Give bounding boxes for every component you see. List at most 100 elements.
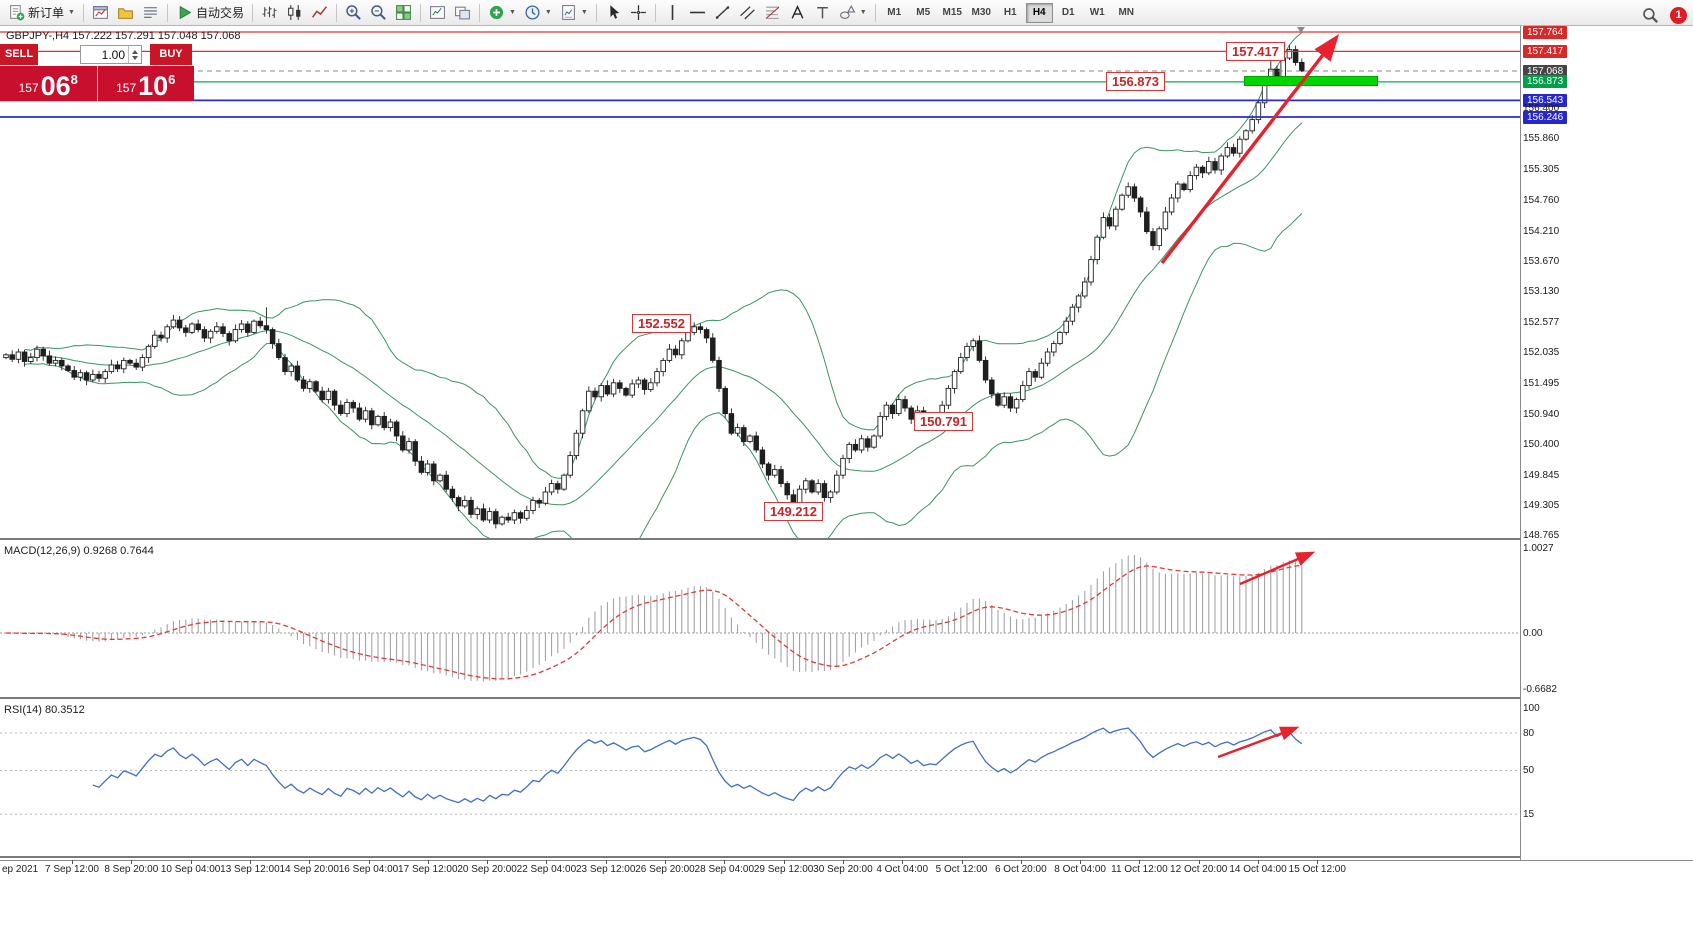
text-icon <box>791 4 804 19</box>
zoom-in-icon <box>346 5 361 20</box>
time-axis-tick <box>783 860 785 864</box>
timeframe-h4-button[interactable]: H4 <box>1025 2 1053 23</box>
time-axis-label: 17 Sep 12:00 <box>398 864 458 875</box>
time-axis-label: 30 Sep 20:00 <box>813 864 873 875</box>
search-button[interactable] <box>1638 4 1663 26</box>
candlestick-button[interactable] <box>282 2 307 24</box>
rsi-label: RSI(14) 80.3512 <box>4 704 85 716</box>
line-chart-icon <box>311 6 327 18</box>
main-chart-panel[interactable] <box>0 26 1693 540</box>
macd-panel[interactable]: MACD(12,26,9) 0.9268 0.7644 <box>0 542 1693 699</box>
time-axis-label: 15 Oct 12:00 <box>1288 864 1346 875</box>
timeframe-m5-button[interactable]: M5 <box>916 6 931 18</box>
buy-price-prefix: 157 <box>116 81 137 95</box>
zoom-out-button[interactable] <box>366 2 391 24</box>
add-indicator-button[interactable]: ▼ <box>484 2 520 24</box>
volume-spinner-arrows[interactable] <box>128 46 141 63</box>
templates-button[interactable]: ▼ <box>556 2 592 24</box>
bar-chart-icon <box>262 6 277 18</box>
price-annotation[interactable]: 149.212 <box>764 502 823 521</box>
time-axis-tick <box>1317 860 1319 864</box>
chevron-down-icon: ▼ <box>508 9 516 16</box>
timeframe-m1-button[interactable]: M1 <box>887 6 902 18</box>
buy-price-sup: 6 <box>168 72 176 87</box>
horizontal-line-icon <box>689 11 705 14</box>
sell-price-button[interactable]: 157 06 8 <box>0 66 98 101</box>
time-axis[interactable] <box>0 860 1693 890</box>
shapes-button[interactable]: ▼ <box>835 2 871 24</box>
macd-label: MACD(12,26,9) 0.9268 0.7644 <box>4 545 154 557</box>
time-axis-tick <box>961 860 963 864</box>
highlight-rectangle[interactable] <box>1244 76 1378 86</box>
timeframe-w1-button[interactable]: W1 <box>1089 6 1105 18</box>
price-axis[interactable] <box>1521 26 1693 858</box>
crosshair-button[interactable] <box>626 2 651 24</box>
time-axis-tick <box>309 860 311 864</box>
price-axis-tick-label: 153.670 <box>1523 255 1560 267</box>
chart-shift-marker[interactable] <box>1297 27 1305 33</box>
price-axis-tick-label: 150.940 <box>1523 408 1560 420</box>
time-axis-tick <box>1258 860 1259 864</box>
time-axis-label: 28 Sep 04:00 <box>694 864 755 875</box>
periods-button[interactable]: ▼ <box>520 2 556 24</box>
toolbar-separator <box>874 3 876 22</box>
indicators-list-button[interactable] <box>425 2 450 24</box>
buy-price-button[interactable]: 157 10 6 <box>97 66 194 101</box>
price-axis-line-label: 156.543 <box>1523 93 1568 107</box>
zoom-in-button[interactable] <box>341 2 366 24</box>
chart-window-button[interactable] <box>88 2 113 24</box>
chevron-down-icon: ▼ <box>544 9 552 16</box>
line-chart-button[interactable] <box>307 2 332 24</box>
bar-chart-button[interactable] <box>257 2 282 24</box>
toolbar-buttons: 新订单 ▼ 自动交易 ▼ ▼ ▼ ▼ M1 M5 M15 M30 H1 H4 D1 W1 MN <box>4 0 1141 25</box>
timeframe-m30-button[interactable]: M30 <box>971 6 991 18</box>
new-order-button[interactable]: 新订单 ▼ <box>4 2 79 24</box>
volume-value: 1.00 <box>101 47 125 62</box>
time-axis-label: 23 Sep 12:00 <box>575 864 636 875</box>
market-watch-button[interactable] <box>138 2 163 24</box>
cursor-button[interactable] <box>601 2 626 24</box>
fibonacci-icon <box>765 6 780 19</box>
label-button[interactable] <box>810 2 835 24</box>
volume-stepper[interactable]: 1.00 <box>80 45 142 64</box>
fibonacci-button[interactable] <box>760 2 785 24</box>
profile-button[interactable] <box>113 2 138 24</box>
timeframe-m15-button[interactable]: M15 <box>942 6 962 18</box>
timeframe-d1-button[interactable]: D1 <box>1061 6 1075 18</box>
spinner-down-icon[interactable] <box>132 55 138 60</box>
tile-windows-button[interactable] <box>391 2 416 24</box>
trendline-button[interactable] <box>710 2 735 24</box>
time-axis-tick <box>605 860 607 864</box>
macd-axis-label: 1.0027 <box>1523 542 1554 554</box>
price-axis-tick-label: 154.210 <box>1523 225 1560 237</box>
text-button[interactable] <box>785 2 810 24</box>
price-annotation[interactable]: 157.417 <box>1226 42 1285 61</box>
price-annotation[interactable]: 150.791 <box>914 412 973 431</box>
time-axis-label: 29 Sep 12:00 <box>753 864 814 875</box>
price-annotation[interactable]: 152.552 <box>632 314 691 333</box>
spinner-up-icon[interactable] <box>132 49 138 54</box>
sell-button[interactable]: SELL <box>0 44 38 65</box>
rsi-panel[interactable]: RSI(14) 80.3512 <box>0 701 1693 858</box>
arrange-windows-button[interactable] <box>450 2 475 24</box>
rsi-line <box>92 727 1303 804</box>
channel-button[interactable] <box>735 2 760 24</box>
time-axis-tick <box>1020 860 1022 864</box>
vertical-line-button[interactable] <box>660 2 685 24</box>
time-axis-label: 4 Oct 04:00 <box>876 864 929 875</box>
time-axis-label: 26 Sep 20:00 <box>635 864 695 875</box>
sell-price-prefix: 157 <box>18 81 39 95</box>
horizontal-line-button[interactable] <box>685 2 710 24</box>
macd-signal-line <box>5 564 1302 680</box>
toolbar-right-cluster: 1 <box>1638 4 1687 26</box>
price-axis-tick-label: 154.760 <box>1523 194 1560 206</box>
chevron-down-icon: ▼ <box>859 9 867 16</box>
notification-badge[interactable]: 1 <box>1670 6 1687 24</box>
timeframe-h1-button[interactable]: H1 <box>1003 6 1017 18</box>
buy-button[interactable]: BUY <box>150 44 192 65</box>
chevron-down-icon: ▼ <box>580 9 588 16</box>
zoom-out-icon <box>371 5 386 20</box>
price-annotation[interactable]: 156.873 <box>1106 72 1165 91</box>
timeframe-mn-button[interactable]: MN <box>1118 6 1134 18</box>
auto-trading-button[interactable]: 自动交易 <box>172 2 248 24</box>
